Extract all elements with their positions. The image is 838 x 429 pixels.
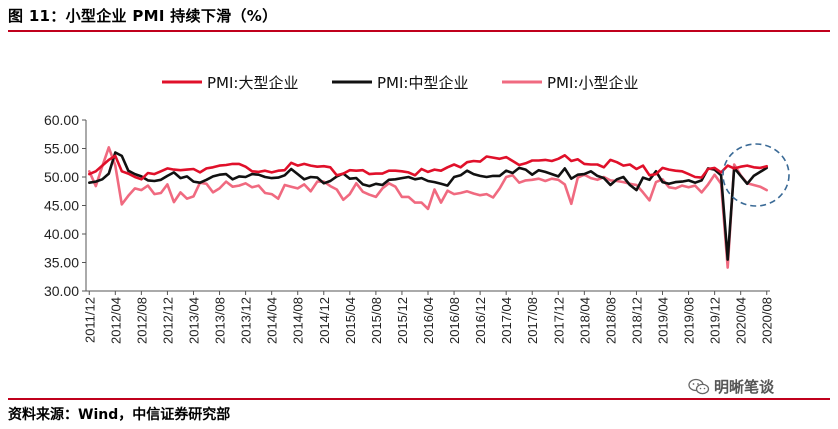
x-tick-label: 2020/04 (734, 297, 749, 344)
series-layer (88, 146, 769, 269)
x-tick-label: 2015/12 (395, 297, 410, 344)
y-tick-label: 45.00 (44, 198, 79, 214)
x-tick-label: 2018/12 (629, 297, 644, 344)
x-axis: 2011/12 2012/04 2012/08 2012/12 2013/04 2013/… (82, 290, 775, 344)
x-tick-label: 2012/04 (108, 297, 123, 344)
x-tick-label: 2019/12 (708, 297, 723, 344)
watermark-text: 明晰笔谈 (714, 378, 775, 396)
source-note: 资料来源：Wind，中信证券研究部 (8, 407, 231, 423)
y-axis: 60.00 55.00 50.00 45.00 40.00 35.00 30.00 (44, 112, 87, 299)
x-tick-label: 2016/12 (473, 297, 488, 344)
y-tick-label: 60.00 (44, 112, 79, 128)
x-tick-label: 2017/12 (551, 297, 566, 344)
legend-label: PMI:小型企业 (547, 74, 638, 92)
x-tick-label: 2016/04 (421, 297, 436, 344)
x-tick-label: 2017/04 (499, 297, 514, 344)
chart-legend: PMI:大型企业 PMI:中型企业 PMI:小型企业 (162, 74, 638, 92)
pmi-line-chart: PMI:大型企业 PMI:中型企业 PMI:小型企业 60.00 55.00 50.00… (44, 74, 790, 344)
x-tick-label: 2013/04 (186, 297, 201, 344)
x-tick-label: 2012/08 (134, 297, 149, 344)
legend-label: PMI:大型企业 (207, 74, 298, 92)
x-tick-label: 2014/08 (291, 297, 306, 344)
watermark: 明晰笔谈 (688, 376, 774, 397)
x-tick-label: 2013/08 (213, 297, 228, 344)
legend-label: PMI:中型企业 (377, 74, 468, 92)
y-tick-label: 35.00 (44, 255, 79, 271)
x-tick-label: 2014/04 (265, 297, 280, 344)
x-tick-label: 2018/04 (577, 297, 592, 344)
title-divider (8, 30, 830, 32)
x-tick-label: 2015/08 (369, 297, 384, 344)
y-tick-label: 30.00 (44, 283, 79, 299)
x-tick-label: 2015/04 (343, 297, 358, 344)
footer-divider (8, 398, 830, 400)
x-tick-label: 2013/12 (239, 297, 254, 344)
y-tick-label: 50.00 (44, 169, 79, 185)
x-tick-label: 2014/12 (317, 297, 332, 344)
y-tick-label: 55.00 (44, 141, 79, 157)
x-tick-label: 2016/08 (447, 297, 462, 344)
wechat-icon (688, 378, 710, 394)
x-tick-label: 2019/08 (682, 297, 697, 344)
x-tick-label: 2017/08 (525, 297, 540, 344)
x-tick-label: 2020/08 (760, 297, 775, 344)
x-tick-label: 2011/12 (82, 297, 97, 343)
highlight-circle-annotation (722, 143, 790, 207)
x-tick-label: 2012/12 (160, 297, 175, 344)
figure-title: 图 11：小型企业 PMI 持续下滑（%） (8, 7, 278, 25)
x-tick-label: 2018/08 (603, 297, 618, 344)
series-line-large (88, 154, 769, 181)
y-tick-label: 40.00 (44, 226, 79, 242)
series-line-small (88, 146, 769, 269)
x-tick-label: 2019/04 (656, 297, 671, 344)
